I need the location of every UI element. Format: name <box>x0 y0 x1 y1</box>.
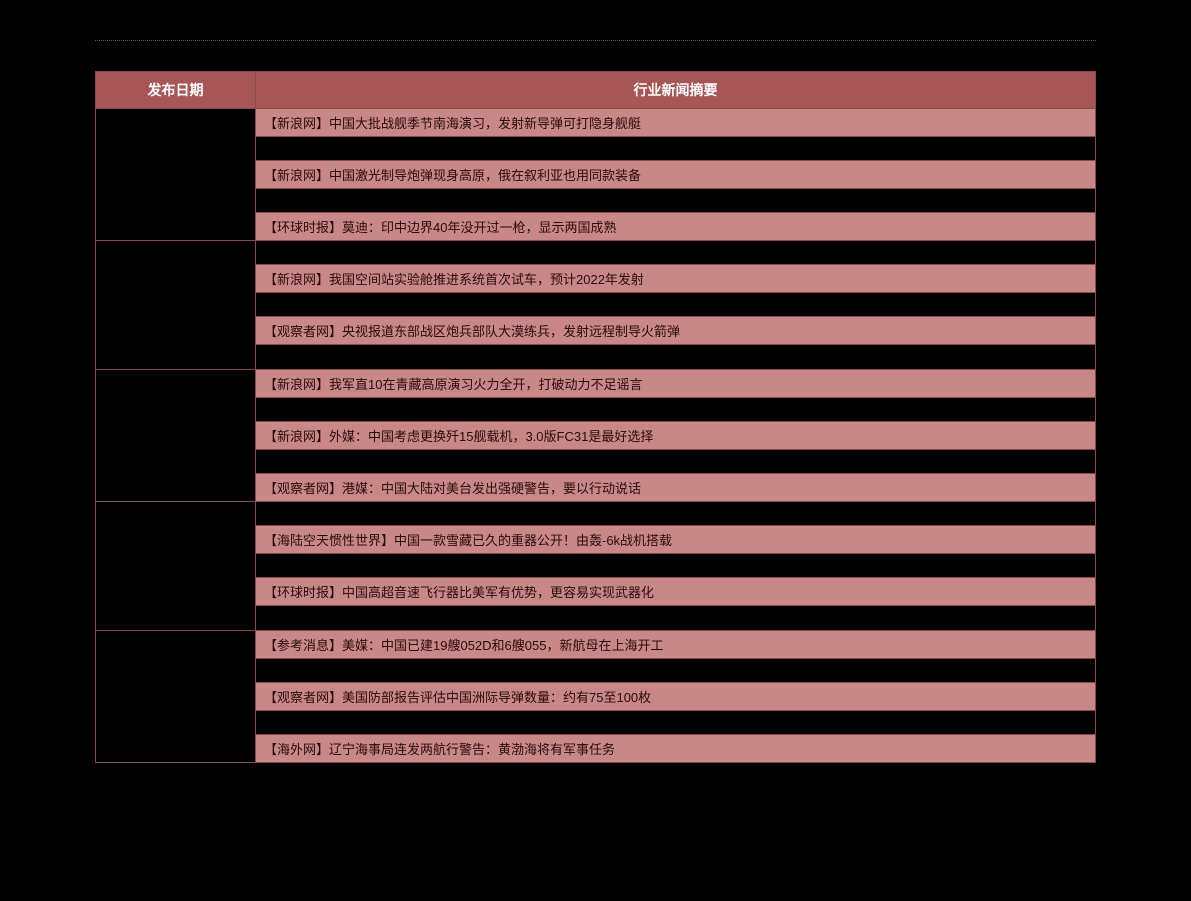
news-item: 【新浪网】中国大批战舰季节南海演习，发射新导弹可打隐身舰艇 <box>256 109 1095 137</box>
spacer-item <box>256 398 1095 422</box>
spacer-item <box>256 241 1095 265</box>
table-row: 【参考消息】美媒：中国已建19艘052D和6艘055，新航母在上海开工【观察者网… <box>96 631 1095 762</box>
table-row: 【海陆空天惯性世界】中国一款雪藏已久的重器公开！由轰-6k战机搭载【环球时报】中… <box>96 502 1095 631</box>
spacer-item <box>256 659 1095 683</box>
spacer-item <box>256 450 1095 474</box>
news-item: 【参考消息】美媒：中国已建19艘052D和6艘055，新航母在上海开工 <box>256 631 1095 659</box>
date-cell <box>96 502 256 630</box>
table-body: 【新浪网】中国大批战舰季节南海演习，发射新导弹可打隐身舰艇【新浪网】中国激光制导… <box>96 109 1095 762</box>
date-cell <box>96 109 256 240</box>
spacer-item <box>256 711 1095 735</box>
news-item: 【新浪网】我国空间站实验舱推进系统首次试车，预计2022年发射 <box>256 265 1095 293</box>
spacer-item <box>256 502 1095 526</box>
spacer-item <box>256 554 1095 578</box>
table-row: 【新浪网】我国空间站实验舱推进系统首次试车，预计2022年发射【观察者网】央视报… <box>96 241 1095 370</box>
news-item: 【观察者网】港媒：中国大陆对美台发出强硬警告，要以行动说话 <box>256 474 1095 501</box>
spacer-item <box>256 606 1095 630</box>
spacer-item <box>256 189 1095 213</box>
news-table: 发布日期 行业新闻摘要 【新浪网】中国大批战舰季节南海演习，发射新导弹可打隐身舰… <box>95 71 1096 763</box>
summary-cell: 【海陆空天惯性世界】中国一款雪藏已久的重器公开！由轰-6k战机搭载【环球时报】中… <box>256 502 1095 630</box>
summary-cell: 【参考消息】美媒：中国已建19艘052D和6艘055，新航母在上海开工【观察者网… <box>256 631 1095 762</box>
spacer-item <box>256 293 1095 317</box>
table-header-row: 发布日期 行业新闻摘要 <box>96 72 1095 109</box>
news-item: 【环球时报】中国高超音速飞行器比美军有优势，更容易实现武器化 <box>256 578 1095 606</box>
news-item: 【新浪网】中国激光制导炮弹现身高原，俄在叙利亚也用同款装备 <box>256 161 1095 189</box>
spacer-item <box>256 345 1095 369</box>
summary-cell: 【新浪网】我军直10在青藏高原演习火力全开，打破动力不足谣言【新浪网】外媒：中国… <box>256 370 1095 501</box>
news-item: 【海外网】辽宁海事局连发两航行警告：黄渤海将有军事任务 <box>256 735 1095 762</box>
table-row: 【新浪网】中国大批战舰季节南海演习，发射新导弹可打隐身舰艇【新浪网】中国激光制导… <box>96 109 1095 241</box>
news-item: 【新浪网】外媒：中国考虑更换歼15舰载机，3.0版FC31是最好选择 <box>256 422 1095 450</box>
news-item: 【环球时报】莫迪：印中边界40年没开过一枪，显示两国成熟 <box>256 213 1095 240</box>
news-item: 【新浪网】我军直10在青藏高原演习火力全开，打破动力不足谣言 <box>256 370 1095 398</box>
header-date: 发布日期 <box>96 72 256 108</box>
table-row: 【新浪网】我军直10在青藏高原演习火力全开，打破动力不足谣言【新浪网】外媒：中国… <box>96 370 1095 502</box>
summary-cell: 【新浪网】我国空间站实验舱推进系统首次试车，预计2022年发射【观察者网】央视报… <box>256 241 1095 369</box>
date-cell <box>96 631 256 762</box>
summary-cell: 【新浪网】中国大批战舰季节南海演习，发射新导弹可打隐身舰艇【新浪网】中国激光制导… <box>256 109 1095 240</box>
news-item: 【观察者网】央视报道东部战区炮兵部队大漠练兵，发射远程制导火箭弹 <box>256 317 1095 345</box>
date-cell <box>96 241 256 369</box>
spacer-item <box>256 137 1095 161</box>
header-summary: 行业新闻摘要 <box>256 72 1095 108</box>
date-cell <box>96 370 256 501</box>
news-item: 【海陆空天惯性世界】中国一款雪藏已久的重器公开！由轰-6k战机搭载 <box>256 526 1095 554</box>
news-item: 【观察者网】美国防部报告评估中国洲际导弹数量：约有75至100枚 <box>256 683 1095 711</box>
divider <box>95 40 1096 41</box>
